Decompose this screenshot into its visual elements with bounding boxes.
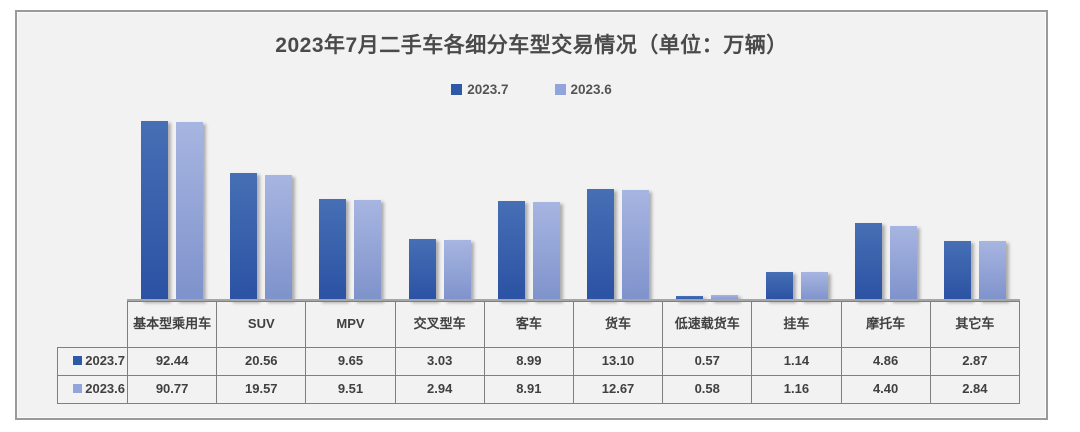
table-value-2023-7-客车: 8.99 [483,347,574,376]
table-value-2023-7-挂车: 1.14 [751,347,842,376]
bar-2023-6-交叉型车 [443,239,471,301]
table-value-2023-6-suv: 19.57 [216,375,307,404]
table-value-2023-6-货车: 12.67 [572,375,664,404]
table-value-2023-6-摩托车: 4.40 [840,375,931,404]
bar-2023-6-suv [264,174,292,301]
bar-2023-6-其它车 [979,240,1007,301]
table-value-2023-6-低速载货车: 0.58 [662,375,753,404]
legend: 2023.7 2023.6 [17,82,1046,97]
table-value-2023-6-mpv: 9.51 [305,375,396,404]
bar-2023-7-mpv [319,199,347,301]
bar-2023-7-交叉型车 [408,238,436,301]
legend-item-2023-7: 2023.7 [451,82,509,97]
table-value-2023-6-客车: 8.91 [483,375,574,404]
table-value-2023-7-货车: 13.10 [572,347,664,376]
bar-2023-7-摩托车 [855,222,882,301]
table-value-2023-7-基本型乘用车: 92.44 [126,347,218,376]
legend-item-2023-6: 2023.6 [554,82,612,97]
table-row-label-2023-6: 2023.6 [57,375,128,404]
table-value-2023-7-交叉型车: 3.03 [394,347,485,376]
legend-label-2023-7: 2023.7 [467,82,509,97]
series-swatch-icon [73,384,83,394]
chart-title: 2023年7月二手车各细分车型交易情况（单位：万辆） [275,34,788,57]
bar-2023-7-基本型乘用车 [140,121,168,301]
bar-2023-7-客车 [497,201,525,301]
table-header-摩托车: 摩托车 [840,301,931,348]
table-value-2023-7-摩托车: 4.86 [840,347,931,376]
table-header-客车: 客车 [483,301,574,348]
bar-2023-6-货车 [622,189,650,301]
table-value-2023-7-mpv: 9.65 [305,347,396,376]
table-header-suv: SUV [216,301,307,348]
bar-2023-7-挂车 [765,272,793,301]
table-header-row: 基本型乘用车 SUV MPV 交叉型车 客车 货车 低速载货车 挂车 摩托车 其它车 [58,301,1021,348]
legend-swatch-2023-7-icon [451,84,463,95]
table-value-2023-7-低速载货车: 0.57 [662,347,753,376]
bar-2023-6-摩托车 [890,225,917,301]
table-value-2023-6-挂车: 1.16 [751,375,842,404]
table-header-mpv: MPV [305,301,396,348]
bar-2023-6-基本型乘用车 [175,122,203,301]
table-value-2023-7-suv: 20.56 [216,347,307,376]
table-corner [58,302,128,348]
bar-2023-7-其它车 [944,240,972,301]
table-value-2023-7-其它车: 2.87 [929,347,1021,376]
bar-2023-7-suv [229,173,257,301]
table-value-2023-6-交叉型车: 2.94 [394,375,485,404]
bar-2023-7-低速载货车 [676,296,704,301]
data-table: 基本型乘用车 SUV MPV 交叉型车 客车 货车 低速载货车 挂车 摩托车 其它车 2023.7 9… [57,301,1021,404]
table-value-2023-6-基本型乘用车: 90.77 [126,375,218,404]
bar-2023-7-货车 [587,188,615,301]
table-header-货车: 货车 [572,301,664,348]
bar-2023-6-低速载货车 [711,295,739,301]
plot-area [127,12,1020,301]
table-row-2023-6: 2023.6 90.77 19.57 9.51 2.94 8.91 12.67 0.58 1.1… [57,375,1021,404]
legend-label-2023-6: 2023.6 [570,82,612,97]
table-header-挂车: 挂车 [751,301,842,348]
table-header-交叉型车: 交叉型车 [394,301,485,348]
bar-2023-6-客车 [532,201,560,301]
chart-frame: 2023年7月二手车各细分车型交易情况（单位：万辆） 2023.7 2023.6… [15,10,1048,420]
table-row-2023-7: 2023.7 92.44 20.56 9.65 3.03 8.99 13.10 0.57 1.1… [57,347,1021,376]
category-axis-line [127,299,1020,301]
table-value-2023-6-其它车: 2.84 [929,375,1021,404]
bar-2023-6-挂车 [800,271,828,301]
series-swatch-icon [73,356,83,366]
table-header-低速载货车: 低速载货车 [662,301,753,348]
legend-swatch-2023-6-icon [554,84,566,95]
table-header-基本型乘用车: 基本型乘用车 [126,301,218,348]
table-header-其它车: 其它车 [929,301,1021,348]
bar-2023-6-mpv [354,199,382,301]
table-row-label-2023-7: 2023.7 [57,347,128,376]
table-body: 基本型乘用车 SUV MPV 交叉型车 客车 货车 低速载货车 挂车 摩托车 其它车 2023.7 9… [57,301,1021,404]
